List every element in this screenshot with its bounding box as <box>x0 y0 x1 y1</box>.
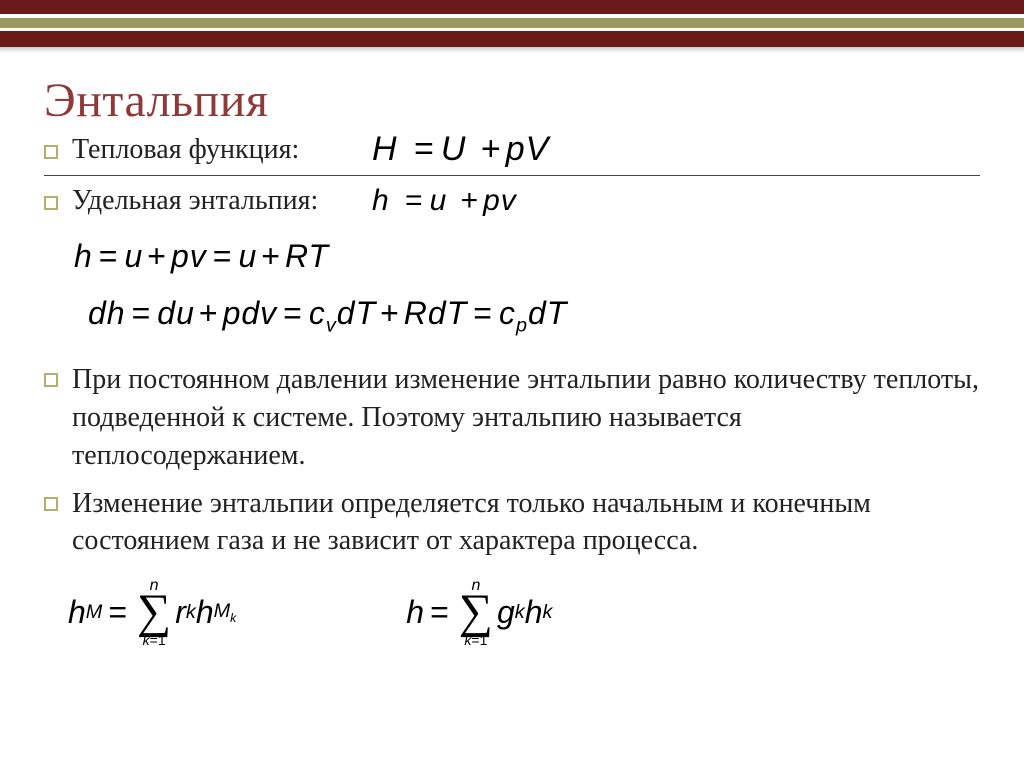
summation-formulas: hM = n ∑ k=1 rkhMk h = n ∑ k=1 gkhk <box>68 578 980 647</box>
bullet-label-2: Удельная энтальпия: <box>72 182 362 220</box>
bullet-specific-enthalpy: Удельная энтальпия: h =u +pv <box>44 182 980 220</box>
slide-title: Энтальпия <box>44 73 980 128</box>
divider <box>44 175 980 176</box>
formula-h-lower: h =u +pv <box>372 184 517 218</box>
formula-dh: dh=du+pdv=cvdT+RdT=cpdT <box>88 295 980 337</box>
bullet-thermal-function: Тепловая функция: H =U +pV <box>44 130 980 169</box>
bullet-label-1: Тепловая функция: <box>72 131 362 169</box>
formula-h-expanded: h=u+pv=u+RT <box>74 238 980 275</box>
bullet-icon <box>44 145 58 159</box>
formula-sum-hM: hM = n ∑ k=1 rkhMk <box>68 578 236 647</box>
bullet-paragraph-1: При постоянном давлении изменение энталь… <box>44 361 980 474</box>
bullet-icon <box>44 196 58 210</box>
bullet-icon <box>44 497 58 511</box>
bullet-icon <box>44 373 58 387</box>
slide-content: Энтальпия Тепловая функция: H =U +pV Уде… <box>0 53 1024 647</box>
formula-H: H =U +pV <box>372 130 549 169</box>
paragraph-1: При постоянном давлении изменение энталь… <box>72 361 980 474</box>
paragraph-block: При постоянном давлении изменение энталь… <box>44 361 980 560</box>
bullet-paragraph-2: Изменение энтальпии определяется только … <box>44 485 980 561</box>
paragraph-2: Изменение энтальпии определяется только … <box>72 485 980 561</box>
decorative-header-bars <box>0 0 1024 53</box>
formula-sum-h: h = n ∑ k=1 gkhk <box>406 578 552 647</box>
